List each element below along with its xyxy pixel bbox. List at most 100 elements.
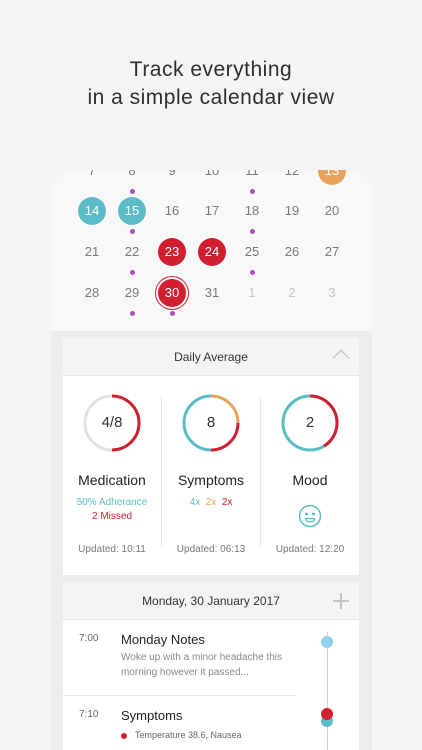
calendar-day-number: 22 [124,244,140,259]
calendar-day-number: 15 [118,197,146,225]
calendar-day-number: 13 [318,170,346,185]
calendar-day[interactable]: 17 [192,193,232,233]
entry-title: Monday Notes [121,632,205,647]
calendar-day-number: 9 [168,170,176,178]
chevron-up-icon[interactable] [332,349,350,367]
entry-indicator-dot [129,311,135,316]
calendar-week-row: 21 22 23 24 25 26 27 [51,234,372,275]
calendar-day[interactable]: 22 [112,234,152,275]
calendar-day-number: 1 [248,285,256,300]
entry-indicator-dot [249,189,255,194]
medication-stat[interactable]: 4/8 Medication 50% Adherance 2 Missed Up… [63,376,161,575]
entry-indicator-dot [129,189,135,194]
headline-line-2: in a simple calendar view [87,86,335,109]
calendar-week-row: 14 15 16 17 18 19 20 [51,193,372,234]
medication-label: Medication [78,472,146,488]
medication-adherence: 50% Adherance [76,497,148,508]
calendar-day-number: 21 [84,244,100,259]
calendar-day[interactable]: 31 [192,275,232,315]
timeline-dot-notes [321,636,333,648]
phone-screen: 7 8 9 10 11 12 13 14 15 16 17 18 19 20 21 22 23 24 25 26 27 2… [51,170,372,750]
calendar-day-number: 29 [124,285,140,300]
calendar-day[interactable]: 30 [152,275,192,316]
day-log-header: Monday, 30 January 2017 [63,582,359,620]
symptoms-count-3: 2x [221,497,233,508]
calendar-day[interactable]: 29 [112,275,152,316]
calendar-day[interactable]: 13 [312,170,352,193]
symptoms-label: Symptoms [177,472,245,488]
mood-value: 2 [305,414,315,431]
calendar-day-number: 28 [84,285,100,300]
entry-indicator-dot [249,229,255,234]
calendar-day[interactable]: 24 [192,234,232,274]
mood-label: Mood [292,472,328,488]
calendar-day-number: 12 [284,170,300,178]
calendar-day[interactable]: 27 [312,234,352,274]
calendar-day[interactable]: 18 [232,193,272,234]
entry-title: Symptoms [121,708,183,723]
calendar-day-number: 18 [244,203,260,218]
symptoms-stat[interactable]: 8 Symptoms 4x 2x 2x Updated: 06:13 [162,376,260,575]
calendar-day-number: 10 [204,170,220,178]
calendar-day[interactable]: 26 [272,234,312,274]
calendar-day-number: 24 [198,238,226,266]
calendar-day[interactable]: 12 [272,170,312,193]
calendar-day-number: 23 [158,238,186,266]
calendar-day[interactable]: 10 [192,170,232,193]
calendar-day[interactable]: 20 [312,193,352,233]
add-entry-icon[interactable] [333,593,349,609]
timeline-line [327,632,328,750]
symptoms-counts: 4x 2x 2x [162,497,260,508]
calendar-day-number: 27 [324,244,340,259]
calendar-day[interactable]: 2 [272,275,312,315]
medication-value: 4/8 [101,414,123,431]
mood-stat[interactable]: 2 Mood Updated: 12:20 [261,376,359,575]
calendar-day-number: 19 [284,203,300,218]
calendar-day[interactable]: 3 [312,275,352,315]
daily-average-header[interactable]: Daily Average [63,338,359,376]
calendar-day-number: 11 [245,170,259,178]
calendar-day-number: 7 [88,170,96,178]
entry-divider [63,695,295,696]
calendar-day[interactable]: 19 [272,193,312,233]
calendar-day[interactable]: 23 [152,234,192,274]
calendar-day[interactable]: 7 [72,170,112,193]
medication-missed: 2 Missed [91,511,132,522]
calendar-day[interactable]: 9 [152,170,192,193]
stat-divider [260,396,261,546]
calendar-day[interactable]: 1 [232,275,272,315]
symptoms-ring [182,394,240,452]
month-calendar: 7 8 9 10 11 12 13 14 15 16 17 18 19 20 21 22 23 24 25 26 27 2… [51,170,372,331]
calendar-day-number: 30 [158,279,186,307]
symptoms-updated: Updated: 06:13 [176,544,246,555]
calendar-day-number: 2 [288,285,296,300]
entry-time: 7:10 [79,709,99,720]
headline-line-1: Track everything [129,58,293,81]
calendar-day[interactable]: 15 [112,193,152,234]
calendar-day[interactable]: 21 [72,234,112,274]
symptoms-count-2: 2x [205,497,217,508]
calendar-day-number: 20 [324,203,340,218]
calendar-week-row: 7 8 9 10 11 12 13 [51,170,372,194]
symptoms-value: 8 [206,414,216,431]
symptoms-count-1: 4x [189,497,201,508]
medication-progress-ring [83,394,141,452]
calendar-day[interactable]: 25 [232,234,272,275]
entry-detail: Temperature 38.6, Nausea [135,730,242,740]
calendar-day-number: 31 [204,285,220,300]
calendar-day-number: 16 [164,203,180,218]
timeline-dot-symptoms-red [321,708,333,720]
entry-time: 7:00 [79,633,99,644]
calendar-day[interactable]: 11 [232,170,272,194]
entry-description: Woke up with a minor headache this morni… [121,652,283,678]
entry-indicator-dot [129,270,135,275]
calendar-day[interactable]: 16 [152,193,192,233]
headline: Track everything in a simple calendar vi… [0,56,422,112]
entry-indicator-dot [129,229,135,234]
mood-ring [281,394,339,452]
calendar-day[interactable]: 28 [72,275,112,315]
day-log-date: Monday, 30 January 2017 [142,594,280,608]
calendar-day[interactable]: 8 [112,170,152,194]
calendar-day[interactable]: 14 [72,193,112,233]
calendar-day-number: 17 [204,203,220,218]
